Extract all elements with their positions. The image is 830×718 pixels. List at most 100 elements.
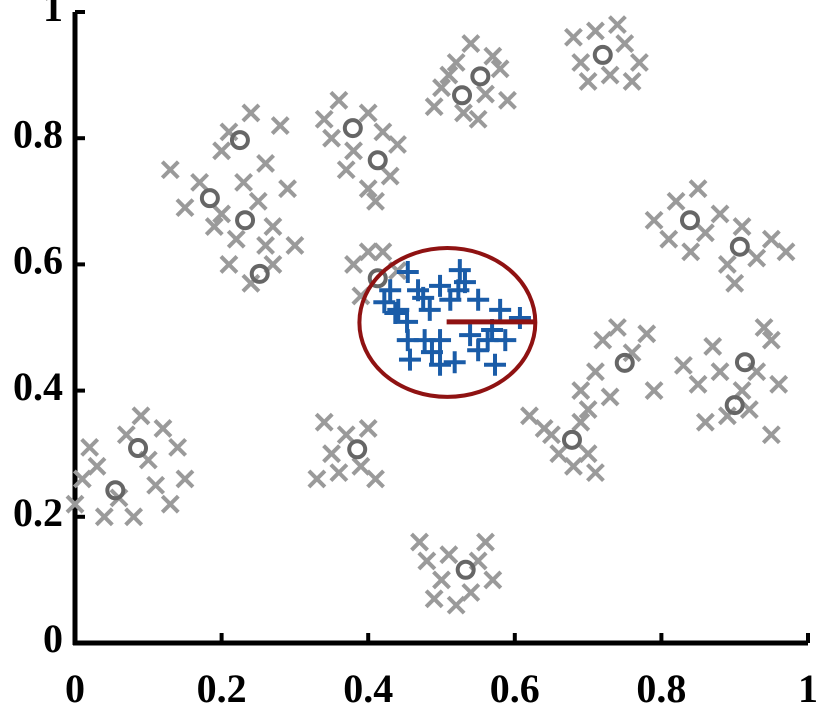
x-point	[571, 53, 591, 72]
plus-point	[387, 298, 410, 321]
center-point	[679, 210, 700, 231]
x-point	[358, 179, 378, 199]
plus-point	[453, 271, 476, 294]
x-point	[747, 248, 767, 268]
x-point	[307, 469, 327, 489]
center-point	[592, 44, 613, 65]
x-point	[666, 191, 686, 211]
x-point	[424, 97, 444, 117]
y-tick-label: 0.2	[13, 490, 63, 535]
x-point	[241, 103, 261, 123]
x-point	[285, 236, 305, 255]
plus-point	[484, 353, 507, 376]
x-tick-label: 0.4	[343, 666, 393, 711]
x-point	[241, 273, 261, 293]
x-point	[776, 242, 796, 262]
center-point	[729, 236, 750, 257]
center-point	[724, 395, 745, 416]
x-point	[351, 456, 371, 476]
plus-point	[494, 329, 517, 352]
x-point	[681, 242, 701, 262]
x-point	[226, 229, 246, 249]
x-point	[695, 412, 715, 432]
x-point	[754, 318, 774, 337]
x-point	[153, 419, 173, 438]
x-point	[94, 507, 114, 527]
y-tick-label: 0.4	[13, 364, 63, 409]
x-point	[761, 425, 781, 445]
x-point	[322, 444, 341, 464]
plus-point	[439, 288, 462, 311]
x-point	[329, 463, 349, 483]
x-point	[417, 551, 437, 571]
x-point	[695, 223, 715, 243]
x-point	[454, 103, 473, 123]
center-point	[342, 118, 363, 139]
x-point	[278, 179, 297, 199]
x-point	[564, 27, 583, 47]
x-point	[476, 532, 495, 552]
x-point	[483, 46, 503, 66]
x-point	[373, 242, 393, 262]
x-point	[710, 362, 730, 382]
center-point	[614, 352, 635, 373]
plus-point	[379, 279, 402, 302]
x-point	[424, 589, 444, 609]
y-tick-label: 0.6	[13, 238, 63, 283]
x-point	[761, 330, 781, 350]
x-point	[380, 166, 400, 186]
plus-point	[489, 298, 512, 321]
x-point	[446, 53, 466, 72]
center-point	[229, 130, 250, 151]
x-point	[116, 425, 136, 445]
x-point	[600, 387, 620, 407]
x-point	[256, 236, 275, 255]
x-point	[717, 254, 737, 274]
x-point	[314, 109, 334, 129]
x-point	[160, 494, 180, 514]
x-point	[673, 355, 693, 375]
x-point	[725, 273, 745, 293]
x-point	[710, 204, 730, 224]
plus-point	[396, 260, 419, 283]
x-point	[124, 507, 144, 527]
center-point	[367, 268, 388, 289]
x-tick-label: 0.6	[490, 666, 540, 711]
x-point	[344, 141, 363, 161]
x-point	[168, 437, 188, 457]
x-point	[659, 229, 679, 249]
x-point	[446, 595, 466, 615]
x-point	[520, 406, 539, 426]
x-point	[314, 412, 334, 432]
center-point	[347, 439, 368, 460]
x-point	[256, 154, 275, 173]
x-point	[336, 160, 356, 180]
x-point	[571, 412, 591, 432]
plus-point	[459, 324, 482, 347]
x-point	[615, 34, 635, 53]
x-point	[410, 532, 429, 552]
x-point	[498, 90, 517, 110]
x-point	[80, 437, 100, 457]
y-tick-label: 0.8	[13, 111, 63, 156]
x-point	[322, 128, 341, 148]
center-point	[455, 559, 476, 580]
plus-point	[418, 298, 441, 321]
plus-point	[384, 301, 407, 324]
center-point	[249, 263, 270, 284]
plus-point	[508, 307, 531, 330]
plus-point	[420, 341, 443, 364]
x-point	[761, 229, 781, 249]
center-point	[452, 85, 473, 106]
plus-point	[398, 348, 421, 371]
x-point	[234, 172, 254, 192]
y-tick-label: 1	[43, 0, 63, 30]
x-point	[72, 469, 92, 489]
x-point	[146, 475, 166, 495]
x-point	[439, 65, 459, 85]
x-point	[622, 343, 642, 363]
x-tick-label: 1	[798, 666, 818, 711]
y-tick-label: 0	[43, 616, 63, 661]
x-point	[175, 198, 195, 218]
x-point	[373, 122, 393, 142]
